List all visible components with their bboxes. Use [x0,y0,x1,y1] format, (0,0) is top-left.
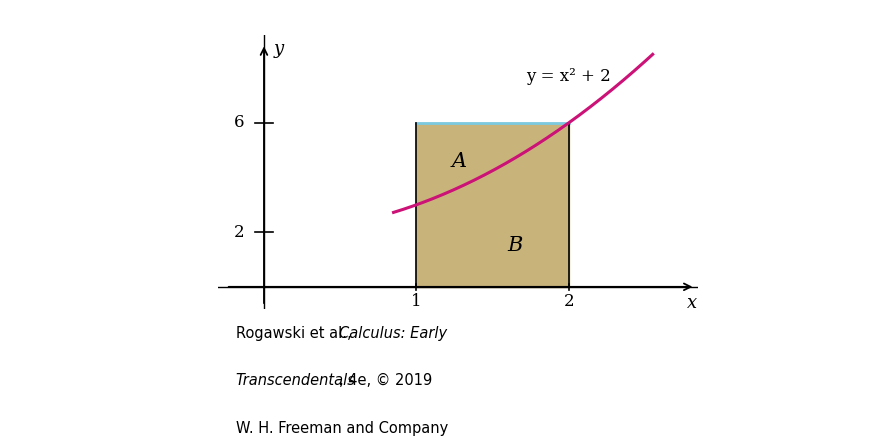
Text: A: A [451,152,467,171]
Text: 1: 1 [411,293,422,310]
Text: Calculus: Early: Calculus: Early [339,326,447,341]
Text: 6: 6 [234,114,244,131]
Text: Rogawski et al.,: Rogawski et al., [236,326,356,341]
Text: Transcendentals: Transcendentals [236,373,355,388]
Text: 2: 2 [564,293,574,310]
Text: y: y [274,40,285,58]
Text: y = x² + 2: y = x² + 2 [526,68,611,85]
Text: W. H. Freeman and Company: W. H. Freeman and Company [236,421,448,436]
Polygon shape [416,123,569,287]
Text: , 4e, © 2019: , 4e, © 2019 [339,373,432,388]
Text: x: x [687,294,698,312]
Text: 2: 2 [234,224,244,241]
Text: B: B [508,236,523,255]
